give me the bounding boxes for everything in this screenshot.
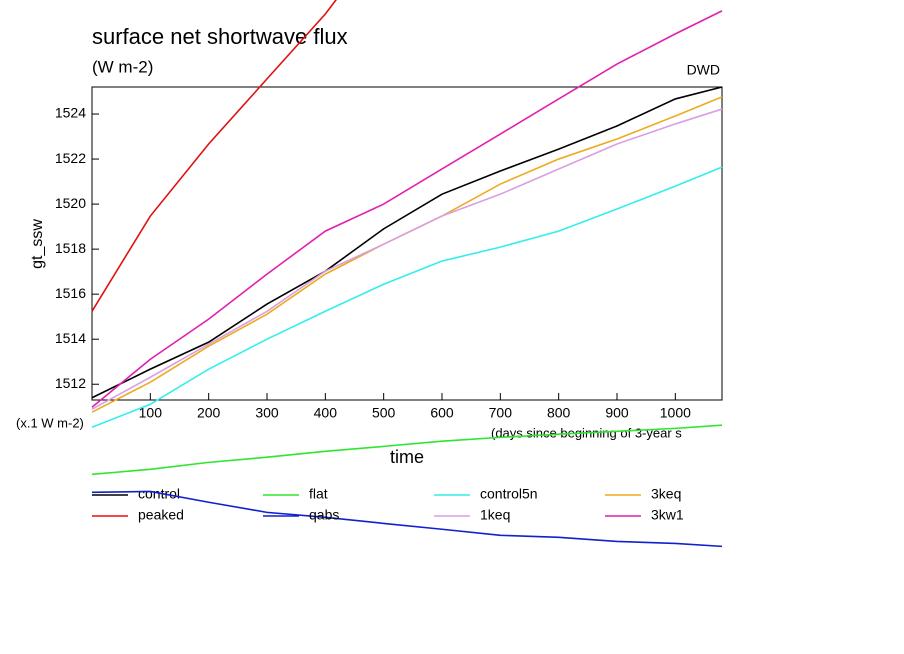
chart-title: surface net shortwave flux [92, 24, 348, 49]
source: DWD [687, 62, 720, 78]
legend-label: 3keq [651, 486, 681, 502]
y-tick-label: 1512 [55, 375, 86, 391]
series-line [91, 96, 723, 413]
y-tick-label: 1518 [55, 240, 86, 256]
x-tick-label: 1000 [660, 405, 691, 421]
legend-label: peaked [138, 507, 184, 523]
legend-label: 3kw1 [651, 507, 684, 523]
x-tick-label: 100 [139, 405, 163, 421]
y-unit-note: (x.1 W m-2) [16, 415, 84, 430]
series-line [91, 166, 723, 428]
y-tick-label: 1524 [55, 105, 86, 121]
legend-label: control5n [480, 486, 538, 502]
legend-label: 1keq [480, 507, 510, 523]
x-tick-label: 800 [547, 405, 571, 421]
plot-frame [91, 86, 723, 401]
x-tick-label: 500 [372, 405, 396, 421]
y-tick-label: 1522 [55, 150, 86, 166]
x-tick-label: 900 [605, 405, 629, 421]
series-line [91, 10, 723, 408]
chart-subtitle: (W m-2) [92, 57, 153, 76]
x-tick-label: 400 [314, 405, 338, 421]
legend-label: flat [309, 486, 328, 502]
x-tick-label: 600 [430, 405, 454, 421]
y-tick-label: 1516 [55, 285, 86, 301]
y-tick-label: 1520 [55, 195, 86, 211]
series-line [91, 108, 723, 410]
series-line [91, 490, 723, 548]
series-line [91, 86, 723, 399]
x-tick-label: 700 [489, 405, 513, 421]
legend-label: qabs [309, 507, 339, 523]
y-tick-label: 1514 [55, 330, 86, 346]
series-line [91, 424, 723, 476]
series-line [91, 0, 337, 312]
x-tick-label: 200 [197, 405, 221, 421]
y-axis-label: gt_ssw [29, 219, 46, 269]
x-tick-label: 300 [255, 405, 279, 421]
x-axis-label: time [390, 447, 424, 467]
